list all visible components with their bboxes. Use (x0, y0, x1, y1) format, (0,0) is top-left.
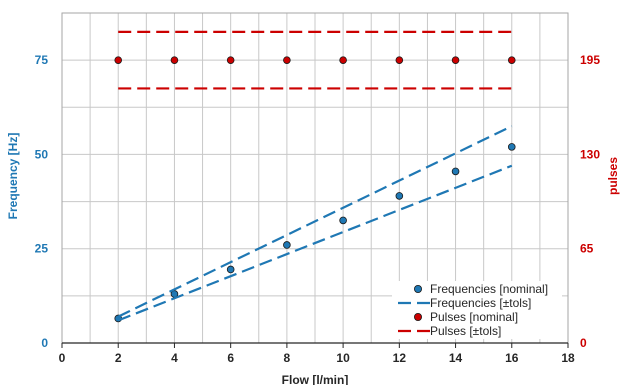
data-point (395, 56, 404, 64)
x-tick-label: 6 (227, 351, 234, 365)
tolerance-line-lower (117, 164, 513, 322)
data-point (170, 56, 179, 64)
series-frequency-tolerance (117, 125, 513, 322)
data-point (283, 241, 291, 249)
data-point (226, 265, 235, 274)
legend-label: Pulses [±tols] (430, 324, 501, 338)
y-left-tick-label: 25 (35, 242, 49, 256)
data-point (507, 56, 516, 64)
data-point (507, 143, 516, 151)
series-frequency-nominal (114, 143, 516, 323)
legend-label: Frequencies [nominal] (430, 282, 548, 296)
legend-marker (413, 312, 422, 321)
y-left-tick-label: 75 (35, 53, 49, 67)
tolerance-line-upper (117, 125, 513, 318)
x-tick-label: 0 (59, 351, 66, 365)
x-tick-label: 10 (336, 351, 350, 365)
y-left-tick-label: 50 (35, 147, 49, 161)
x-tick-label: 4 (171, 351, 178, 365)
legend-label: Frequencies [±tols] (430, 296, 531, 310)
data-point (451, 167, 460, 176)
x-tick-label: 12 (393, 351, 407, 365)
legend-marker (413, 284, 422, 293)
legend-label: Pulses [nominal] (430, 310, 518, 324)
data-point (451, 56, 460, 64)
data-point (339, 56, 347, 64)
x-tick-label: 16 (505, 351, 519, 365)
series-pulses-nominal (114, 56, 516, 64)
data-series (114, 30, 516, 323)
data-point (114, 56, 123, 64)
x-axis-title: Flow [l/min] (282, 373, 349, 385)
y-right-tick-label: 195 (580, 53, 600, 67)
y-left-tick-label: 0 (41, 336, 48, 350)
y-axis-right-title: pulses (606, 157, 620, 195)
x-tick-label: 8 (284, 351, 291, 365)
data-point (283, 56, 291, 64)
series-pulses-tolerance (118, 30, 512, 90)
axes: 0 2 4 6 8 10 12 14 16 18 0 25 50 75 0 65 130 195 (35, 12, 600, 365)
legend-item: Frequencies [nominal] (413, 282, 548, 296)
data-point (339, 216, 347, 225)
data-point (226, 56, 235, 64)
legend-item: Pulses [nominal] (413, 310, 518, 324)
legend: Frequencies [nominal]Frequencies [±tols]… (392, 281, 562, 339)
x-tick-label: 14 (449, 351, 463, 365)
data-point (395, 192, 404, 200)
y-right-tick-label: 65 (580, 242, 594, 256)
legend-item: Frequencies [±tols] (398, 296, 531, 310)
legend-item: Pulses [±tols] (398, 324, 501, 338)
y-axis-left-title: Frequency [Hz] (6, 133, 20, 220)
x-tick-label: 18 (561, 351, 575, 365)
y-right-tick-label: 0 (580, 336, 587, 350)
y-right-tick-label: 130 (580, 147, 600, 161)
x-tick-label: 2 (115, 351, 122, 365)
